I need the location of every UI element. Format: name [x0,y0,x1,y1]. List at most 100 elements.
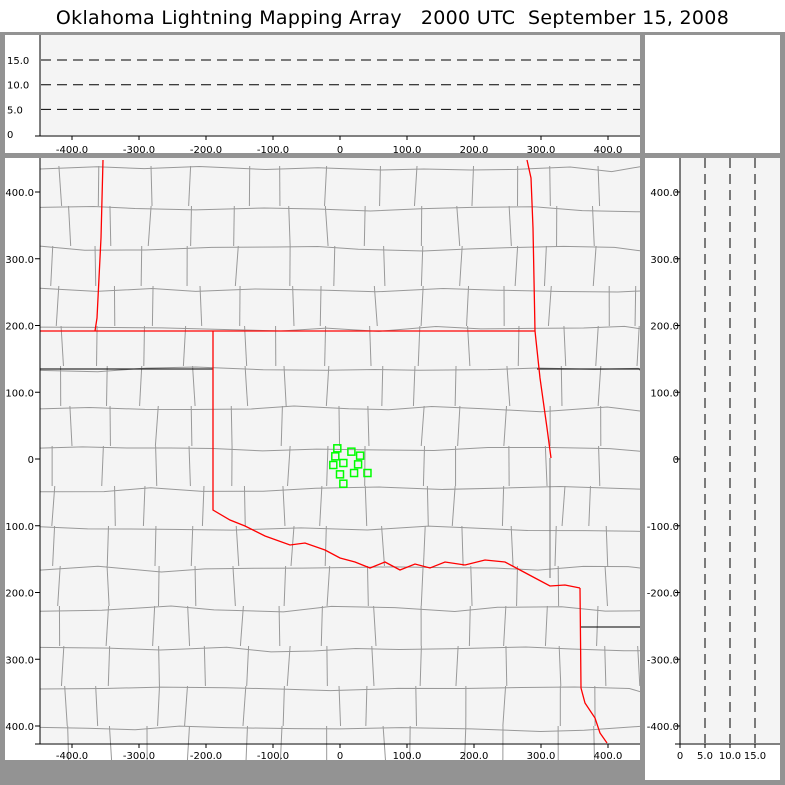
county-line [338,405,341,447]
x-tick-label: -400.0 [56,751,88,760]
y-tick-label: 15.0 [7,56,29,67]
county-line [592,245,597,287]
county-line [187,605,191,647]
county-line [560,365,563,407]
y-tick-label: 200.0 [5,322,34,333]
county-line [463,725,467,767]
county-line [188,165,192,207]
county-line [596,605,599,647]
county-line [244,325,248,367]
state-border-red [526,159,552,459]
county-line [454,365,457,407]
county-line [151,285,154,327]
altitude-vs-x-plot: 0 5.0 10.0 15.0 -400.0 -300.0 -200.0 -100.0 0 100… [7,35,640,156]
county-line [365,685,368,727]
county-line [597,165,601,207]
county-line [67,725,70,767]
y-tick-label: -100.0 [5,522,34,533]
county-line [96,325,98,367]
county-line [150,165,153,207]
x-tick-label: 0 [677,751,683,762]
county-line [457,405,461,447]
county-line [95,685,99,727]
county-line [325,365,330,407]
county-line [190,205,192,247]
county-line [338,685,342,727]
y-tick-label: -200.0 [5,589,34,600]
county-line [233,205,235,247]
county-line [245,725,248,767]
county-line [561,485,566,527]
county-line [282,685,285,727]
county-line [235,525,240,567]
map-area [40,158,640,743]
county-line [517,325,520,367]
county-line [506,365,511,407]
county-line [466,285,470,327]
county-line [39,525,641,532]
y-tick-label: 0 [28,455,34,466]
county-line [455,645,459,687]
county-line [290,525,295,567]
county-line [412,365,416,407]
county-line [94,245,97,287]
county-line [593,725,596,767]
y-tick-label: 5.0 [7,105,23,116]
county-line [592,205,595,247]
county-line [286,645,291,687]
county-line [190,525,194,567]
county-line [234,245,239,287]
x-tick-label: 200.0 [460,751,489,760]
x-tick-label: -200.0 [190,145,222,153]
county-line [106,525,109,567]
county-line [147,205,152,247]
county-line [373,285,378,327]
y-tick-label: 200.0 [650,322,679,333]
county-line [186,725,190,767]
county-line [502,685,507,727]
county-line [420,405,425,447]
county-line [367,405,370,447]
county-line [283,565,287,607]
county-line [588,485,591,527]
lightning-source [347,447,356,456]
plan-view-map[interactable]: 400.0 300.0 200.0 100.0 0 -100.0 -200.0 -300.0 -… [2,158,655,767]
county-line [417,325,421,367]
y-tick-label: -300.0 [5,655,34,666]
y-tick-label: -400.0 [5,722,34,733]
lightning-source [331,452,340,461]
y-tick-label: 300.0 [5,255,34,266]
x-tick-label: 300.0 [527,751,556,760]
lightning-source [339,458,348,468]
x-tick-label: 0 [337,145,343,153]
state-border-red [212,331,581,589]
county-line [514,245,519,287]
histogram-panel-empty [645,35,780,153]
county-line [324,205,329,247]
county-line [158,645,160,687]
county-line [634,285,637,327]
county-line [157,565,160,607]
plan-view-map-panel[interactable]: 400.0 300.0 200.0 100.0 0 -100.0 -200.0 -300.0 -… [2,158,655,767]
county-line [605,525,609,567]
county-line [459,245,463,287]
altitude-vs-y-plot: 400.0 300.0 200.0 100.0 0 -100.0 -200.0 -300.0 -… [647,158,780,762]
x-tick-label: 15.0 [744,751,766,762]
county-line [106,365,108,407]
county-line [503,605,507,647]
x-tick-label: -100.0 [257,751,289,760]
county-line [382,725,387,767]
lightning-source [355,451,365,460]
county-line [420,565,424,607]
x-tick-label: 10.0 [719,751,741,762]
county-line [363,205,366,247]
county-line [288,205,291,247]
county-line [468,605,471,647]
lightning-source [335,470,345,479]
county-line [60,645,65,687]
county-line [364,485,368,527]
county-line [283,365,287,407]
county-line [182,325,187,367]
lightning-source [363,468,372,478]
y-tick-label: 0 [673,455,679,466]
